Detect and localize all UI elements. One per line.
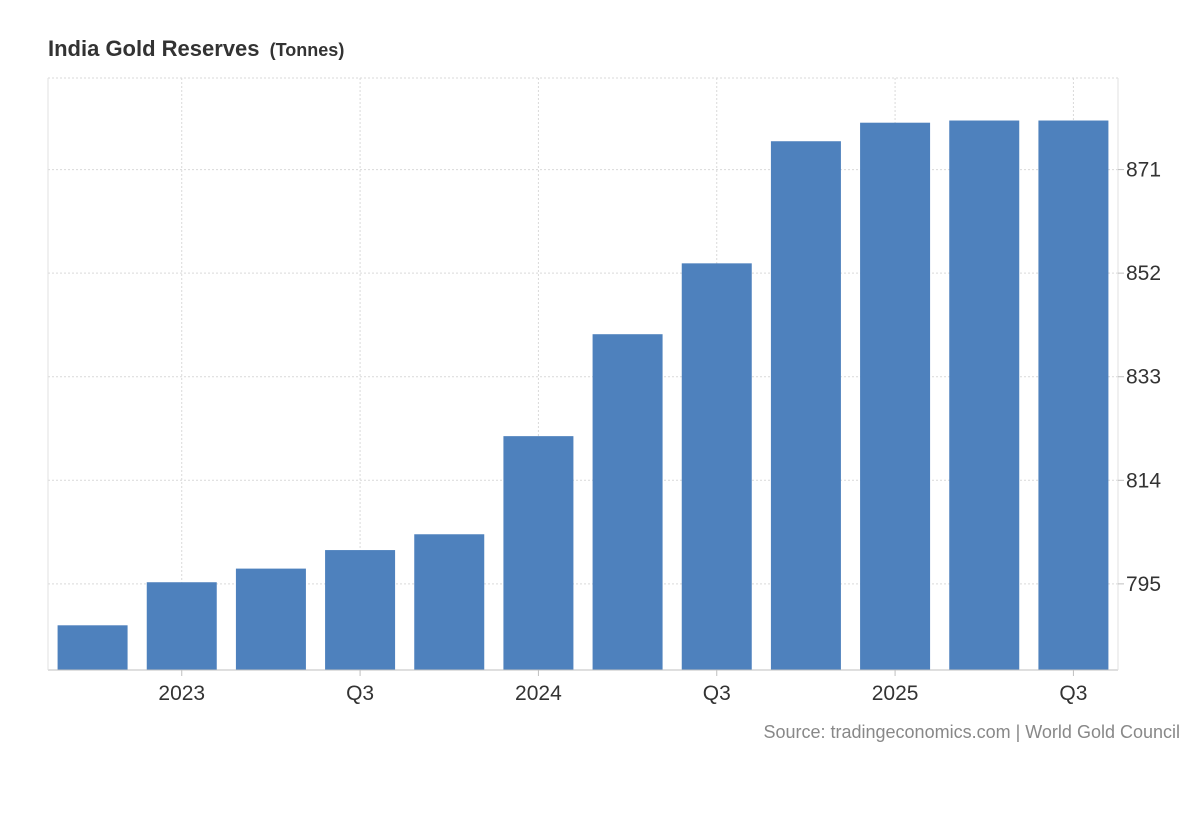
axes	[47, 78, 1124, 676]
bar-2025-q3	[1038, 120, 1109, 670]
bar-2024-q3	[681, 263, 752, 670]
bar-2024-q4	[770, 141, 841, 670]
tick-labels: 2023 Q3 2024 Q3 2025 Q3 795 814 833 852 871	[158, 159, 1161, 705]
x-tick-label: Q3	[346, 682, 374, 705]
y-tick-label: 871	[1126, 159, 1161, 182]
y-tick-label: 795	[1126, 573, 1161, 596]
source-note: Source: tradingeconomics.com | World Gol…	[763, 722, 1180, 742]
x-tick-label: 2024	[515, 682, 562, 705]
x-tick-label: Q3	[1059, 682, 1087, 705]
y-tick-label: 852	[1126, 262, 1161, 285]
x-tick-label: Q3	[703, 682, 731, 705]
bar-2023-q1	[146, 582, 217, 670]
y-tick-label: 814	[1126, 469, 1161, 492]
bar-2022-q4	[57, 625, 128, 670]
chart-title: India Gold Reserves (Tonnes)	[48, 36, 344, 62]
bars	[57, 120, 1109, 670]
chart-title-unit: (Tonnes)	[269, 40, 345, 60]
bar-2024-q1	[503, 436, 574, 670]
x-tick-label: 2023	[158, 682, 205, 705]
chart-title-text: India Gold Reserves	[48, 36, 260, 61]
bar-2025-q2	[949, 120, 1020, 670]
bar-2023-q2	[235, 568, 306, 670]
bar-2023-q4	[414, 534, 485, 670]
bar-2024-q2	[592, 334, 663, 670]
bar-2025-q1	[860, 122, 931, 670]
bar-2023-q3	[325, 550, 396, 670]
x-tick-label: 2025	[872, 682, 919, 705]
y-tick-label: 833	[1126, 366, 1161, 389]
